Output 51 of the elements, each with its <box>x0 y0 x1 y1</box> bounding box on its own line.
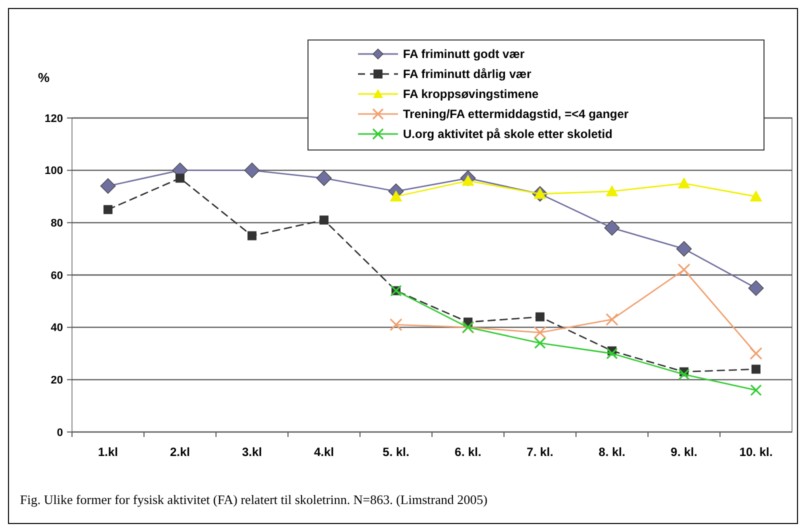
point <box>534 188 546 199</box>
text: Fig. Ulike former for fysisk aktivitet (FA) relatert til skoletrinn. N=863. (Limstrand 2005) <box>20 492 488 507</box>
x-tick-label: 3.kl <box>242 445 262 459</box>
point <box>534 337 546 349</box>
point <box>390 318 402 332</box>
point <box>676 241 692 257</box>
point <box>606 185 618 196</box>
x-tick-label: 1.kl <box>98 445 118 459</box>
point <box>606 348 618 360</box>
y-tick-label: 80 <box>50 218 63 230</box>
y-tick-label: 120 <box>44 112 63 125</box>
y-tick-label: 100 <box>44 165 63 178</box>
y-tick-label: 40 <box>50 322 63 334</box>
legend-label: FA kroppsøvingstimene <box>403 87 539 102</box>
point <box>244 162 260 178</box>
point <box>752 364 760 374</box>
point <box>390 190 402 202</box>
legend-label: U.org aktivitet på skole etter skoletid <box>403 127 612 142</box>
point <box>750 384 762 396</box>
legend-label: FA friminutt godt vær <box>403 47 525 62</box>
point <box>248 231 256 240</box>
y-tick-label: 20 <box>50 374 63 387</box>
x-tick-label: 5. kl. <box>382 445 410 459</box>
point <box>678 263 690 276</box>
point <box>462 174 474 186</box>
legend-label: FA friminutt dårlig vær <box>403 67 532 82</box>
point <box>750 347 762 360</box>
x-tick-label: 8. kl. <box>598 445 626 459</box>
point <box>316 170 332 186</box>
point <box>536 312 544 322</box>
x-tick-label: 2.kl <box>170 445 190 459</box>
legend-label: Trening/FA ettermiddagstid, =<4 ganger <box>403 107 629 122</box>
point <box>750 190 762 202</box>
x-tick-label: 6. kl. <box>454 445 482 459</box>
x-tick-label: 9. kl. <box>670 445 698 459</box>
y-axis-title: % <box>38 70 50 85</box>
x-tick-label: 4.kl <box>314 445 334 459</box>
point <box>100 178 116 194</box>
y-tick-label: 60 <box>50 270 63 282</box>
point <box>678 368 690 380</box>
point <box>534 326 546 339</box>
y-tick-label: 0 <box>56 426 63 439</box>
point <box>748 280 764 296</box>
point <box>320 216 328 225</box>
x-tick-label: 10. kl. <box>739 445 773 459</box>
point <box>604 220 620 236</box>
point <box>606 313 618 326</box>
x-tick-label: 7. kl. <box>526 445 554 459</box>
point <box>104 205 112 214</box>
point <box>678 177 690 188</box>
point <box>176 174 184 183</box>
